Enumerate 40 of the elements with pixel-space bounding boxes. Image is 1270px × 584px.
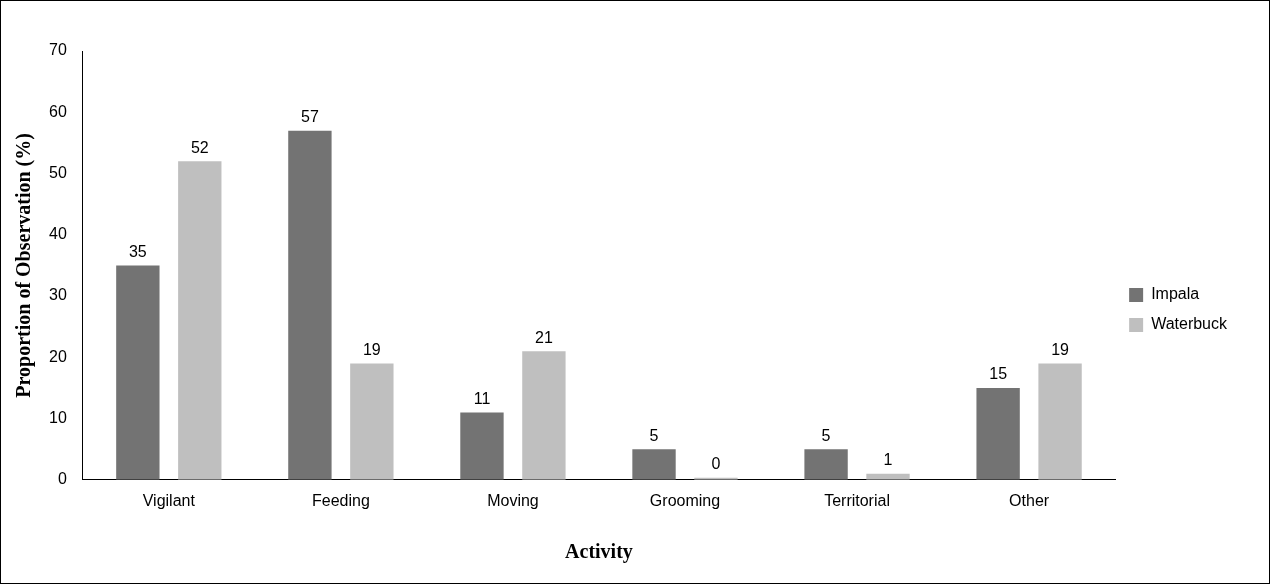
data-label: 19 (362, 340, 381, 358)
bar (522, 351, 566, 480)
x-tick-label: Feeding (311, 491, 370, 509)
data-label: 52 (190, 138, 209, 156)
y-tick-label: 60 (49, 102, 67, 120)
x-tick-label: Vigilant (142, 491, 196, 509)
y-tick-label: 50 (49, 163, 67, 181)
y-tick-label: 70 (49, 41, 67, 59)
data-label: 57 (301, 108, 319, 126)
x-tick-label: Moving (487, 491, 539, 509)
y-axis-title: Proportion of Observation (%) (12, 133, 36, 398)
legend-label: Waterbuck (1151, 315, 1228, 333)
data-label: 19 (1051, 340, 1070, 358)
bar (632, 449, 676, 480)
x-tick-label: Other (1009, 491, 1050, 509)
bar (116, 265, 160, 480)
x-axis-title: Activity (565, 540, 633, 564)
bar (804, 449, 848, 480)
data-label: 1 (883, 451, 893, 469)
x-tick-label: Territorial (824, 491, 890, 509)
data-label: 0 (711, 455, 721, 473)
bar (350, 363, 394, 480)
x-tick-label: Grooming (649, 491, 721, 509)
y-tick-label: 0 (57, 470, 67, 488)
data-label: 21 (535, 328, 553, 346)
y-tick-label: 20 (49, 347, 67, 365)
data-label: 5 (649, 426, 659, 444)
data-label: 11 (473, 389, 491, 407)
data-label: 35 (128, 242, 147, 260)
bar (976, 387, 1020, 480)
data-label: 5 (821, 426, 831, 444)
legend-label: Impala (1151, 285, 1200, 303)
bar (178, 161, 222, 480)
bar (288, 130, 332, 480)
data-label: 15 (989, 365, 1008, 383)
y-tick-label: 30 (49, 286, 67, 304)
y-tick-label: 10 (49, 408, 67, 426)
y-tick-label: 40 (49, 225, 67, 243)
bar (1038, 363, 1082, 480)
bar (460, 412, 504, 480)
